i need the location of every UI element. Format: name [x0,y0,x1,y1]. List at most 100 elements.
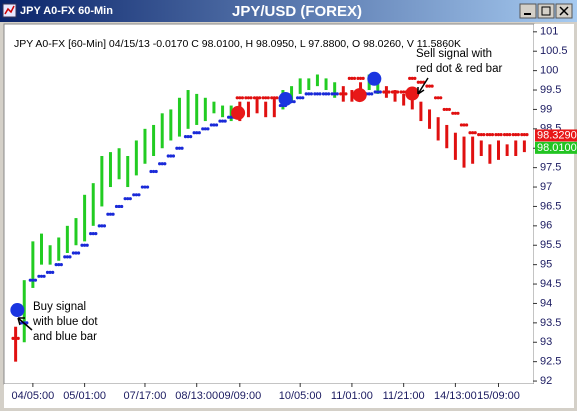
stop-dot [390,90,395,94]
stop-dot [330,92,334,96]
stop-dot [180,146,184,150]
stop-dot [453,111,457,115]
stop-dot [246,96,251,100]
stop-dot [367,92,371,96]
y-tick-label: 92 [540,375,552,387]
chart-title: JPY/USD (FOREX) [232,3,362,20]
stop-dot [134,193,138,197]
x-tick-label: 15/09:00 [477,390,520,402]
stop-dot [468,131,472,135]
stop-dot [183,134,188,139]
title-bar [0,0,577,22]
stop-dot [240,96,245,100]
stop-dot [154,169,158,174]
stop-dot [65,255,69,259]
stop-dot [327,92,331,96]
stop-dot [473,131,477,135]
stop-dot [494,133,498,137]
stop-dot [413,76,417,80]
stop-dot [48,270,52,275]
y-tick-label: 94.5 [540,278,561,290]
stop-dot [249,96,253,100]
y-tick-label: 100 [540,65,558,77]
stop-dot [214,123,219,127]
stop-dot [384,90,389,94]
stop-dot [171,154,176,158]
stop-dot [158,162,162,166]
x-tick-label: 08/13:00 [175,390,218,402]
stop-dot [264,96,268,100]
stop-dot [430,84,434,88]
stop-dot [16,336,20,340]
last-price-label: 98.3290 [537,129,577,141]
minimize-button[interactable] [519,3,537,19]
y-tick-label: 92.5 [540,356,561,368]
stop-dot [102,224,107,228]
stop-dot [459,123,464,127]
x-tick-label: 10/05:00 [279,390,322,402]
stop-dot [163,162,167,166]
stop-dot [258,96,262,100]
y-axis-area [534,24,574,384]
y-tick-label: 95 [540,259,552,271]
x-tick-label: 09/09:00 [218,390,261,402]
stop-dot [382,90,386,94]
stop-dot [212,123,216,127]
stop-dot [525,133,529,137]
annotation: Buy signal [33,301,86,313]
stop-dot [488,133,492,137]
stop-dot [456,111,460,115]
stop-dot [307,92,311,96]
stop-dot [508,133,512,137]
signal-dot [231,105,246,120]
signal-dot [405,86,420,101]
stop-dot [91,232,95,236]
stop-dot [471,131,475,135]
stop-dot [339,92,343,96]
stop-dot [511,133,515,137]
stop-dot [255,96,259,100]
stop-dot [341,92,345,96]
stop-dot [89,232,93,236]
y-tick-label: 93 [540,336,552,348]
stop-dot [321,92,326,96]
stop-dot [33,278,38,282]
stop-dot [140,185,144,189]
stop-dot [439,96,443,100]
stop-dot [177,146,182,150]
stop-dot [76,251,81,255]
last-price-box [535,141,577,154]
stop-dot [74,251,78,255]
y-tick-label: 99 [540,103,552,115]
stop-dot [373,90,377,94]
stop-dot [37,274,41,278]
stop-dot [347,76,351,80]
stop-dot [393,90,397,94]
annotation-arrow [417,77,429,95]
stop-dot [149,169,153,174]
y-tick-label: 97 [540,181,552,193]
stop-dot [25,321,29,325]
stop-dot [399,90,403,94]
maximize-button[interactable] [537,3,555,19]
y-tick-label: 96.5 [540,200,561,212]
stop-dot [123,197,127,201]
x-axis-area [4,384,574,408]
signal-dot [352,88,367,103]
y-tick-label: 96 [540,220,552,232]
y-tick-label: 93.5 [540,317,561,329]
stop-dot [68,255,72,259]
stop-dot [465,123,469,127]
y-tick-label: 100.5 [540,45,568,57]
stop-dot [505,133,509,137]
stop-dot [203,127,207,131]
stop-dot [516,133,520,137]
stop-dot [298,96,302,100]
stop-dot [490,133,495,137]
stop-dot [335,92,339,96]
stop-dot [427,84,432,88]
stop-dot [128,197,132,201]
annotation: with blue dot [32,316,98,328]
stop-dot [313,92,317,96]
signal-dot [367,71,382,86]
